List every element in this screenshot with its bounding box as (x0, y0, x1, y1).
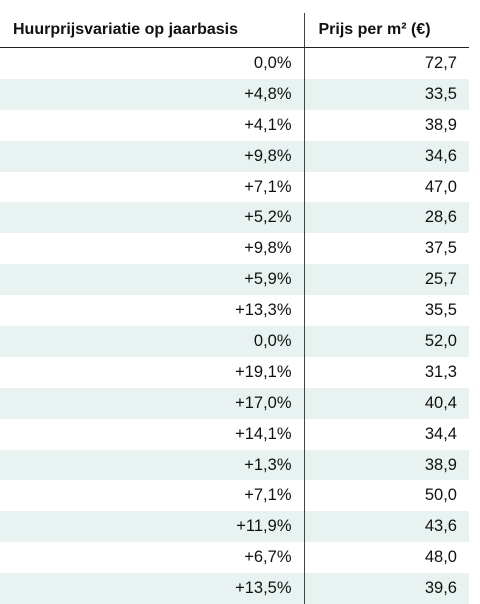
price-per-m2-cell: 38,9 (303, 109, 469, 141)
table-row: +6,7% 48,0 (0, 542, 469, 574)
price-per-m2-cell: 43,6 (303, 511, 469, 543)
rent-variation-cell: +13,3% (235, 301, 292, 320)
price-per-m2-cell: 35,5 (303, 295, 469, 327)
table-row: +11,9% 43,6 (0, 511, 469, 543)
price-per-m2-cell: 52,0 (303, 326, 469, 357)
price-per-m2-cell: 34,4 (303, 418, 469, 450)
price-per-m2-cell: 28,6 (303, 202, 469, 234)
rent-variation-cell: 0,0% (253, 53, 292, 72)
rent-table: Huurprijsvariatie op jaarbasis Prijs per… (0, 13, 469, 604)
price-per-m2-cell: 31,3 (303, 356, 469, 388)
rent-variation-cell: +7,1% (244, 177, 292, 196)
rent-variation-cell: +9,8% (244, 239, 292, 258)
rent-variation-cell: +11,9% (0, 511, 304, 543)
rent-variation-cell: +6,7% (244, 548, 292, 567)
table-row: +7,1% 47,0 (0, 171, 469, 203)
rent-variation-cell: 0,0% (0, 326, 304, 357)
rent-variation-cell: +19,1% (235, 362, 292, 381)
rent-variation-cell: +4,1% (244, 115, 292, 134)
price-per-m2-cell: 38,9 (303, 449, 469, 481)
price-per-m2-cell: 47,0 (303, 171, 469, 203)
table-row: +1,3% 38,9 (0, 449, 469, 481)
table-row: +4,1% 38,9 (0, 109, 469, 141)
rent-variation-cell: +1,3% (0, 449, 304, 481)
table-row: +17,0% 40,4 (0, 387, 469, 419)
table-row: +9,8% 37,5 (0, 233, 469, 265)
table-row: +13,3% 35,5 (0, 295, 469, 327)
table-row: +5,9% 25,7 (0, 264, 469, 296)
table-header-row: Huurprijsvariatie op jaarbasis Prijs per… (0, 13, 469, 48)
price-per-m2-cell: 48,0 (303, 542, 469, 574)
table-row: +13,5% 39,6 (0, 573, 469, 604)
rent-variation-cell: +9,8% (0, 140, 304, 172)
rent-variation-cell: +4,8% (0, 78, 304, 110)
column-header-rent-variation: Huurprijsvariatie op jaarbasis (0, 13, 304, 48)
price-per-m2-cell: 39,6 (303, 573, 469, 604)
rent-table-container: Huurprijsvariatie op jaarbasis Prijs per… (0, 13, 480, 604)
table-row: +5,2% 28,6 (0, 202, 469, 234)
column-header-price-per-m2: Prijs per m² (€) (303, 13, 469, 48)
price-per-m2-cell: 25,7 (303, 264, 469, 296)
table-row: 0,0% 52,0 (0, 326, 469, 357)
price-per-m2-cell: 40,4 (303, 387, 469, 419)
price-per-m2-cell: 33,5 (303, 78, 469, 110)
table-row: 0,0% 72,7 (0, 47, 469, 79)
table-row: +14,1% 34,4 (0, 418, 469, 450)
table-row: +4,8% 33,5 (0, 78, 469, 110)
rent-variation-cell: +17,0% (0, 387, 304, 419)
price-per-m2-cell: 34,6 (303, 140, 469, 172)
price-per-m2-cell: 72,7 (303, 47, 469, 79)
table-row: +19,1% 31,3 (0, 356, 469, 388)
price-per-m2-cell: 37,5 (303, 233, 469, 265)
table-row: +7,1% 50,0 (0, 480, 469, 512)
rent-variation-cell: +5,2% (0, 202, 304, 234)
table-row: +9,8% 34,6 (0, 140, 469, 172)
rent-variation-cell: +7,1% (244, 486, 292, 505)
rent-variation-cell: +14,1% (235, 424, 292, 443)
price-per-m2-cell: 50,0 (303, 480, 469, 512)
rent-variation-cell: +13,5% (0, 573, 304, 604)
rent-variation-cell: +5,9% (0, 264, 304, 296)
